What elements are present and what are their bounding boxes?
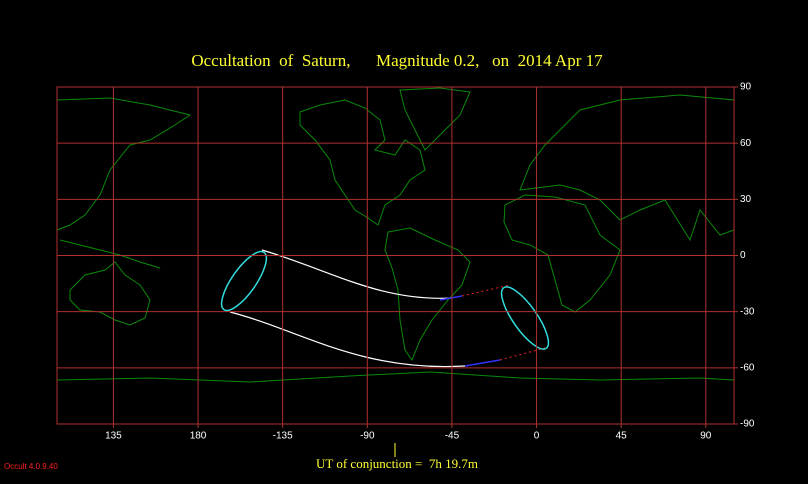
footer: UT of conjunction = 7h 19.7m <box>316 456 478 471</box>
set-ellipse <box>500 286 550 350</box>
north-limit <box>261 249 453 299</box>
chart-title: Occultation of Saturn, Magnitude 0.2, on… <box>191 51 603 70</box>
frame <box>56 86 735 425</box>
south-america <box>384 227 471 362</box>
y-tick-label: 0 <box>740 250 746 261</box>
y-tick-label: -90 <box>740 419 755 430</box>
australia <box>69 261 151 326</box>
x-tick-label: 135 <box>105 431 122 442</box>
version: Occult 4.0.9.40 <box>4 462 58 471</box>
x-tick-label: 180 <box>190 431 207 442</box>
coastlines <box>56 87 735 383</box>
eurasia-west <box>519 94 735 242</box>
eurasia-east <box>56 97 192 231</box>
islands <box>59 239 161 269</box>
antarctica <box>56 371 735 383</box>
south-limit <box>229 311 466 368</box>
occultation-paths <box>220 249 550 368</box>
x-tick-label: 90 <box>700 431 712 442</box>
north-america <box>299 99 426 226</box>
x-tick-label: 0 <box>534 431 540 442</box>
greenland <box>399 87 471 151</box>
daylight-north <box>439 295 463 301</box>
africa <box>503 194 621 313</box>
x-tick-label: -45 <box>445 431 460 442</box>
rise-ellipse <box>220 250 268 312</box>
x-tick-label: 45 <box>616 431 628 442</box>
y-tick-label: -30 <box>740 306 755 317</box>
twilight-north <box>461 284 511 297</box>
y-tick-label: 90 <box>740 82 752 93</box>
x-tick-label: -90 <box>360 431 375 442</box>
daylight-south <box>464 359 501 367</box>
y-tick-label: 60 <box>740 138 752 149</box>
x-tick-label: -135 <box>273 431 293 442</box>
y-tick-label: -60 <box>740 362 755 373</box>
y-tick-label: 30 <box>740 194 752 205</box>
